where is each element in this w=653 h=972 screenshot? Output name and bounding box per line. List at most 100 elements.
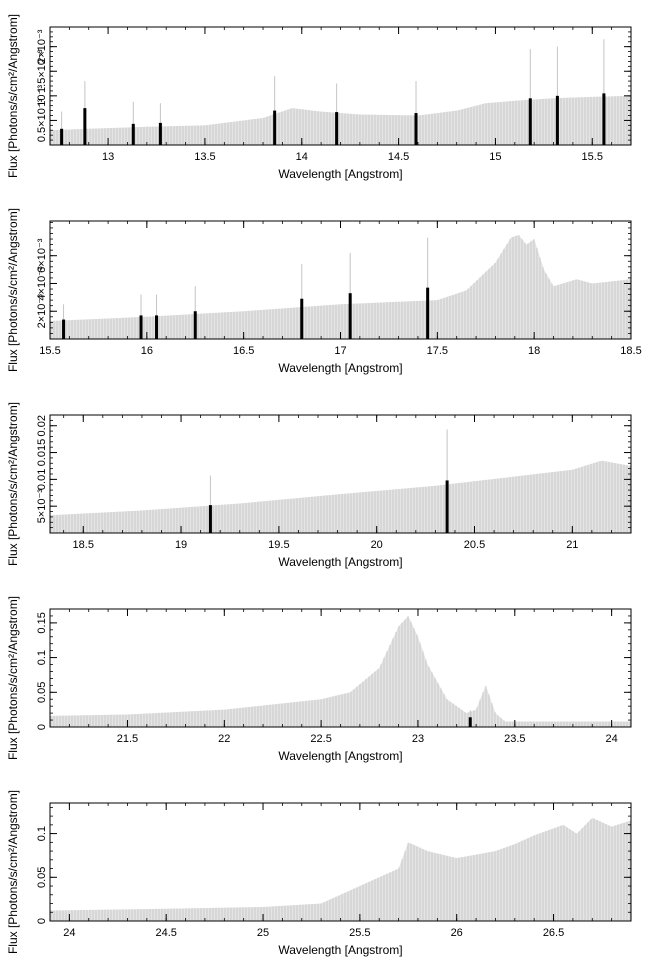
- y-tick-label: 5×10⁻³: [36, 489, 48, 524]
- spectrum-bins: [50, 616, 631, 727]
- x-tick-label: 20: [371, 539, 383, 551]
- x-tick-label: 22: [218, 733, 230, 745]
- error-bar-3: [155, 294, 159, 339]
- panel-4: 21.5 22 22.5 23 23.5 24 0 0.05 0.1 0.15 Wavelength…: [6, 596, 632, 763]
- plot-area: [50, 39, 631, 145]
- error-bar-marker: [158, 122, 162, 145]
- x-tick-label: 16.5: [233, 345, 254, 357]
- panel-2: 15.5 16 16.5 17 17.5 18 18.5 2×10⁻³4×10⁻³6×10⁻³…: [6, 208, 642, 375]
- x-axis-label: Wavelength [Angstrom]: [278, 749, 402, 763]
- y-tick-label: 0.1: [36, 650, 48, 665]
- panel-1: 13 13.5 14 14.5 15 15.5 0.5×10⁻³10⁻³1.5×10⁻³2×…: [6, 14, 632, 181]
- error-bar-marker: [83, 108, 87, 145]
- y-tick-label: 6×10⁻³: [36, 238, 48, 273]
- y-axis-label: Flux [Photons/s/cm²/Angstrom]: [6, 790, 20, 954]
- x-tick-label: 13: [102, 151, 114, 163]
- x-tick-label: 25.5: [349, 927, 370, 939]
- x-tick-label: 15.5: [39, 345, 60, 357]
- x-tick-label: 23.5: [504, 733, 525, 745]
- error-bar-marker: [445, 480, 449, 533]
- error-bar-marker: [348, 293, 352, 339]
- error-bar-1: [60, 111, 64, 145]
- y-tick-label: 0.05: [36, 682, 48, 703]
- y-tick-label: 0: [36, 724, 48, 730]
- error-bar-marker: [139, 315, 143, 339]
- x-tick-label: 15.5: [582, 151, 603, 163]
- spectrum-fill: [50, 95, 631, 145]
- x-tick-label: 24: [606, 733, 618, 745]
- x-tick-label: 17.5: [427, 345, 448, 357]
- x-axis-label: Wavelength [Angstrom]: [278, 943, 402, 957]
- error-bar-marker: [62, 319, 66, 339]
- x-tick-label: 24.5: [155, 927, 176, 939]
- error-bar-5: [273, 76, 277, 145]
- x-tick-label: 13.5: [194, 151, 215, 163]
- error-bar-marker: [414, 113, 418, 145]
- error-bar-2: [445, 429, 449, 533]
- error-bar-marker: [273, 110, 277, 145]
- error-bar-marker: [131, 123, 135, 145]
- y-axis-label: Flux [Photons/s/cm²/Angstrom]: [6, 14, 20, 178]
- error-bar-marker: [426, 287, 430, 339]
- error-bar-9: [555, 46, 559, 145]
- error-bar-marker: [602, 93, 606, 145]
- spectrum-fill: [50, 460, 631, 533]
- plot-area: [50, 615, 631, 727]
- error-bar-marker: [300, 298, 304, 339]
- x-tick-label: 14: [296, 151, 308, 163]
- y-axis-label: Flux [Photons/s/cm²/Angstrom]: [6, 596, 20, 760]
- x-tick-label: 19: [175, 539, 187, 551]
- x-axis-label: Wavelength [Angstrom]: [278, 555, 402, 569]
- error-bar-2: [83, 81, 87, 145]
- error-bar-marker: [335, 112, 339, 145]
- plot-area: [50, 429, 631, 533]
- error-bar-marker: [468, 717, 472, 727]
- x-tick-label: 15: [489, 151, 501, 163]
- x-tick-label: 25: [257, 927, 269, 939]
- plot-area: [50, 234, 631, 339]
- y-tick-label: 0.15: [36, 612, 48, 633]
- error-bar-marker: [528, 98, 532, 145]
- x-tick-label: 21.5: [117, 733, 138, 745]
- error-bar-5: [300, 264, 304, 339]
- error-bar-3: [131, 101, 135, 145]
- spectrum-fill: [50, 234, 631, 339]
- error-bar-1: [62, 304, 66, 339]
- panel-5: 24 24.5 25 25.5 26 26.5 0 0.05 0.1 Wavelength [An…: [6, 790, 632, 957]
- x-tick-label: 26.5: [543, 927, 564, 939]
- error-bar-6: [335, 83, 339, 145]
- x-tick-label: 14.5: [388, 151, 409, 163]
- error-bar-2: [139, 294, 143, 339]
- spectrum-bins: [50, 235, 631, 339]
- y-tick-label: 1.5×10⁻³: [36, 49, 48, 93]
- spectrum-fill: [50, 615, 631, 727]
- x-axis-label: Wavelength [Angstrom]: [278, 167, 402, 181]
- y-tick-label: 2×10⁻³: [36, 29, 48, 64]
- error-bar-marker: [60, 128, 64, 145]
- x-tick-label: 17: [334, 345, 346, 357]
- plot-area: [50, 817, 631, 921]
- spectrum-bins: [50, 460, 631, 533]
- error-bar-4: [158, 103, 162, 145]
- x-axis-label: Wavelength [Angstrom]: [278, 361, 402, 375]
- error-bar-1: [208, 475, 212, 533]
- x-tick-label: 20.5: [464, 539, 485, 551]
- error-bar-marker: [555, 95, 559, 145]
- spectrum-fill: [50, 817, 631, 921]
- y-tick-label: 0.015: [36, 439, 48, 467]
- y-tick-label: 0.02: [36, 415, 48, 436]
- y-tick-label: 0.1: [36, 826, 48, 841]
- x-tick-label: 24: [63, 927, 75, 939]
- error-bar-1: [468, 710, 472, 727]
- error-bar-7: [426, 237, 430, 339]
- x-tick-label: 19.5: [268, 539, 289, 551]
- error-bar-10: [602, 39, 606, 145]
- y-tick-label: 10⁻³: [36, 85, 48, 107]
- y-tick-label: 0.05: [36, 867, 48, 888]
- x-tick-label: 26: [451, 927, 463, 939]
- x-tick-label: 18.5: [620, 345, 641, 357]
- y-tick-label: 0.01: [36, 469, 48, 490]
- x-tick-label: 16: [141, 345, 153, 357]
- panel-3: 18.5 19 19.5 20 20.5 21 5×10⁻³0.01 0.015 0.02 Wav…: [6, 402, 632, 569]
